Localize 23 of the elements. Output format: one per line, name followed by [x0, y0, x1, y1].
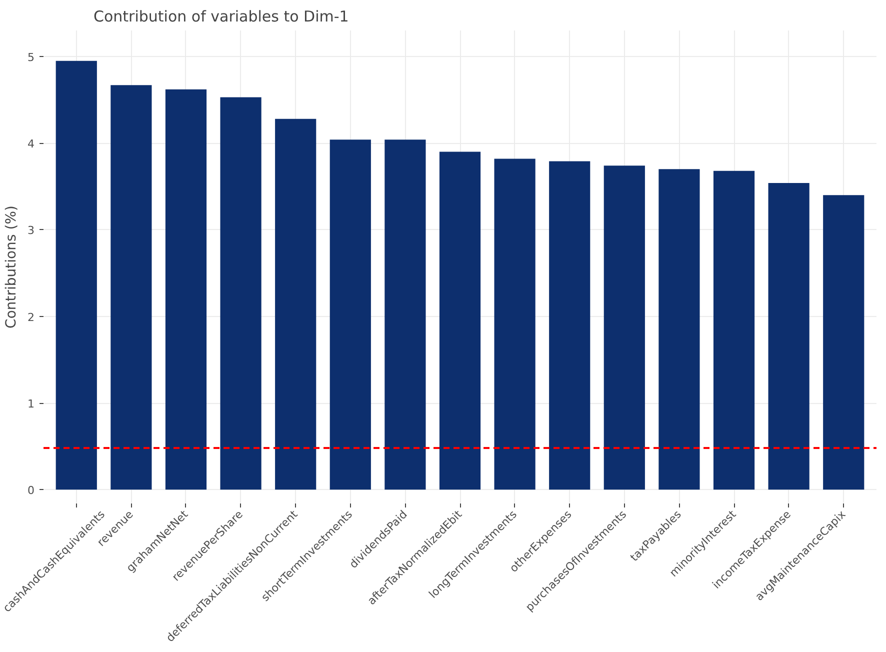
- bar: [549, 161, 590, 490]
- bar: [275, 118, 316, 490]
- bar: [494, 158, 536, 490]
- bar: [658, 169, 700, 490]
- y-tick-label: 1: [28, 398, 34, 411]
- y-tick-label: 2: [28, 310, 34, 324]
- bar: [384, 140, 426, 490]
- y-tick-label: 0: [28, 484, 34, 498]
- bar: [165, 89, 207, 490]
- bar: [768, 182, 810, 490]
- bar: [713, 170, 755, 490]
- y-tick-label: 5: [28, 50, 34, 64]
- bar: [330, 140, 371, 490]
- bar: [220, 97, 262, 490]
- y-tick-label: 4: [28, 138, 34, 151]
- y-axis-title: Contributions (%): [4, 206, 20, 328]
- bar: [439, 152, 481, 490]
- bar: [110, 85, 152, 490]
- chart-title: Contribution of variables to Dim-1: [94, 8, 349, 26]
- bar: [604, 166, 645, 490]
- bar: [823, 195, 864, 490]
- bar: [56, 60, 97, 490]
- y-tick-label: 3: [28, 224, 34, 238]
